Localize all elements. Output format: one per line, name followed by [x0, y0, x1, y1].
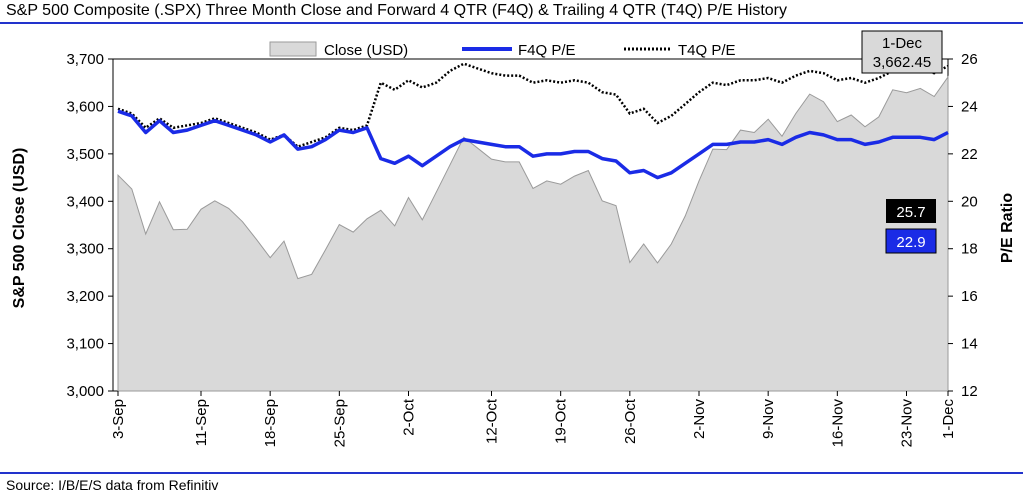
pe-history-chart: 3-Sep 11-Sep 18-Sep 25-Sep 2-Oct 12-Oct 19-Oct…	[11, 30, 1016, 447]
left-axis-title: S&P 500 Close (USD)	[11, 148, 28, 309]
f4q-callout-box	[885, 228, 937, 254]
axes	[108, 58, 953, 396]
f4q-last-value: 22.9	[896, 234, 925, 251]
right-axis-title: P/E Ratio	[999, 193, 1016, 263]
right-tick-label: 26	[961, 51, 978, 68]
t4q-callout: 25.7	[886, 199, 936, 223]
close-area-series	[117, 75, 949, 392]
x-tick-label: 26-Oct	[622, 398, 639, 444]
right-tick-label: 18	[961, 241, 978, 258]
right-tick-label: 12	[961, 383, 978, 400]
x-tick-label: 12-Oct	[484, 398, 501, 444]
x-axis-labels: 3-Sep 11-Sep 18-Sep 25-Sep 2-Oct 12-Oct 19-Oct…	[110, 398, 957, 447]
t4q-callout-box	[886, 199, 936, 223]
chart-title: S&P 500 Composite (.SPX) Three Month Clo…	[6, 2, 787, 19]
x-tick-label: 19-Oct	[553, 398, 570, 444]
x-tick-label: 11-Sep	[193, 399, 210, 446]
left-tick-label: 3,600	[66, 98, 104, 115]
x-tick-label: 25-Sep	[331, 399, 348, 447]
legend-f4q-label: F4Q P/E	[518, 42, 576, 59]
close-area-path	[117, 75, 949, 392]
left-axis-labels: 3,000 3,100 3,200 3,300 3,400 3,500 3,600 3,700	[66, 51, 104, 400]
f4q-callout: 22.9	[885, 228, 937, 254]
left-tick-label: 3,100	[66, 336, 104, 353]
left-tick-label: 3,700	[66, 51, 104, 68]
last-date-label: 1-Dec	[882, 35, 923, 52]
right-tick-label: 22	[961, 146, 978, 163]
legend-close-swatch	[269, 41, 317, 57]
last-close-box	[861, 30, 943, 74]
legend-t4q-label: T4Q P/E	[678, 42, 736, 59]
last-close-callout: 1-Dec 3,662.45	[861, 30, 943, 74]
t4q-last-value: 25.7	[896, 204, 925, 221]
right-axis-labels: 12 14 16 18 20 22 24 26	[961, 51, 978, 400]
x-tick-label: 23-Nov	[899, 399, 916, 448]
top-rule	[0, 22, 1023, 24]
last-close-value: 3,662.45	[873, 54, 931, 71]
x-tick-label: 3-Sep	[110, 399, 127, 439]
left-tick-label: 3,500	[66, 146, 104, 163]
left-tick-label: 3,400	[66, 193, 104, 210]
legend: Close (USD) F4Q P/E T4Q P/E	[269, 41, 736, 59]
right-tick-label: 20	[961, 193, 978, 210]
f4q-line-series	[117, 109, 949, 180]
x-tick-label: 9-Nov	[760, 399, 777, 440]
bottom-rule	[0, 472, 1023, 474]
right-tick-label: 14	[961, 336, 978, 353]
source-note: Source: I/B/E/S data from Refinitiv	[6, 477, 219, 493]
left-tick-label: 3,200	[66, 288, 104, 305]
f4q-line	[117, 109, 949, 180]
legend-close-label: Close (USD)	[324, 42, 408, 59]
right-tick-label: 24	[961, 98, 978, 115]
x-tick-label: 18-Sep	[262, 399, 279, 447]
x-tick-label: 16-Nov	[829, 399, 846, 448]
x-tick-label: 2-Oct	[401, 398, 418, 436]
left-tick-label: 3,300	[66, 241, 104, 258]
right-tick-label: 16	[961, 288, 978, 305]
left-tick-label: 3,000	[66, 383, 104, 400]
x-tick-label: 1-Dec	[940, 399, 957, 440]
x-tick-label: 2-Nov	[691, 399, 708, 440]
